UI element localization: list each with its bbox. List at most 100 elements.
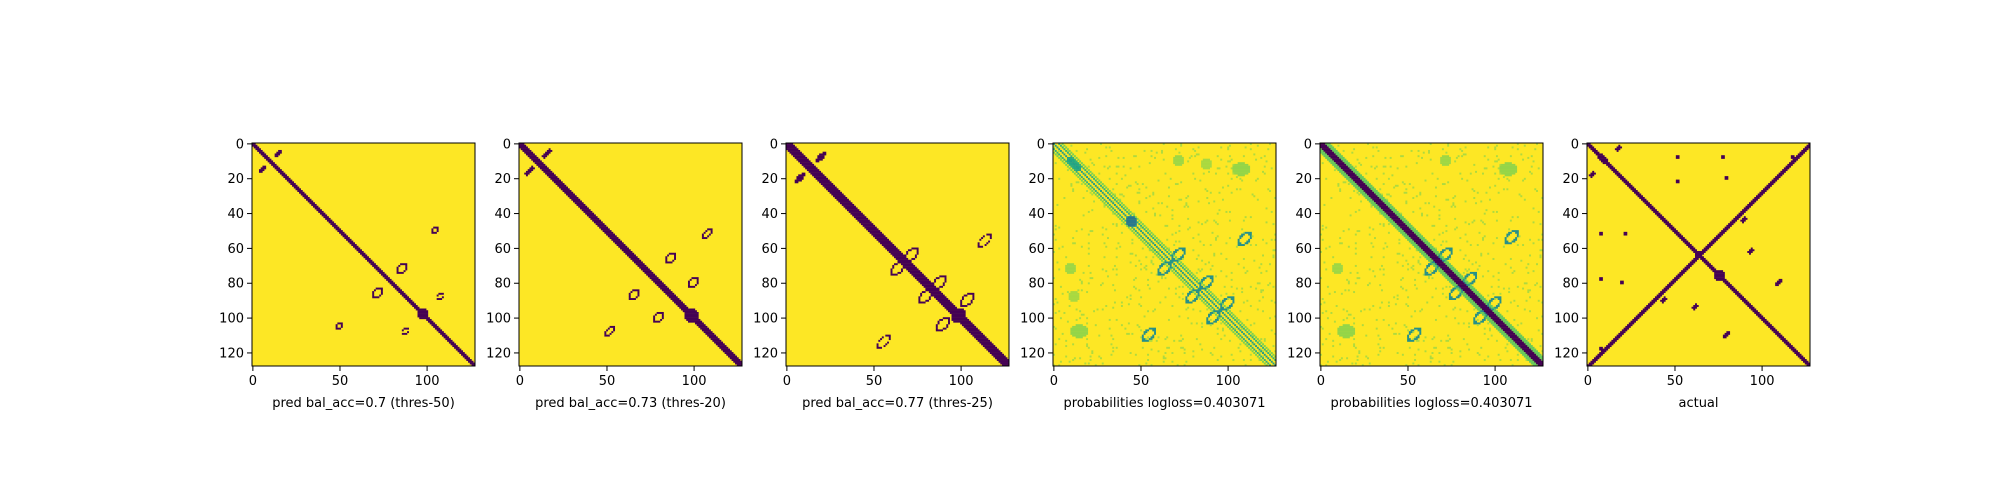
heatmap-cell xyxy=(1138,200,1141,203)
heatmap-cell xyxy=(1270,352,1273,354)
heatmap-cell xyxy=(1075,163,1080,166)
heatmap-cell xyxy=(1520,346,1530,349)
heatmap-cell xyxy=(1368,186,1375,189)
heatmap-cell xyxy=(696,324,706,327)
heatmap-cell xyxy=(1434,263,1437,266)
heatmap-cell xyxy=(1103,256,1106,259)
heatmap-cell xyxy=(1215,275,1217,278)
heatmap-cell xyxy=(1325,226,1328,229)
heatmap-cell xyxy=(1237,318,1240,321)
heatmap-cell xyxy=(1502,287,1505,290)
heatmap-cell xyxy=(545,172,555,175)
heatmap-cell xyxy=(1164,256,1167,259)
heatmap-cell xyxy=(1225,310,1228,313)
heatmap-cell xyxy=(1476,318,1479,321)
heatmap-cell xyxy=(1161,251,1163,253)
heatmap-cell xyxy=(1473,305,1479,307)
heatmap-cell xyxy=(1639,197,1645,199)
heatmap-cell xyxy=(346,238,352,241)
heatmap-cell xyxy=(1497,271,1500,274)
heatmap-cell xyxy=(1488,186,1491,189)
heatmap-cell xyxy=(1148,238,1151,241)
heatmap-cell xyxy=(817,155,825,158)
heatmap-cell xyxy=(1525,352,1535,354)
heatmap-cell xyxy=(1506,188,1509,191)
heatmap-cell xyxy=(1068,153,1071,156)
heatmap-cell xyxy=(1232,313,1235,316)
heatmap-cell xyxy=(1461,287,1471,290)
y-tick-label: 20 xyxy=(494,172,511,187)
heatmap-cell xyxy=(281,174,288,177)
heatmap-cell xyxy=(1511,364,1514,367)
heatmap-cell xyxy=(1105,200,1108,203)
heatmap-cell xyxy=(1401,264,1404,267)
heatmap-cell xyxy=(1466,179,1469,182)
heatmap-cell xyxy=(1506,235,1509,238)
heatmap-cell xyxy=(1159,240,1162,243)
heatmap-cell xyxy=(1408,183,1411,186)
heatmap-cell xyxy=(1480,200,1483,203)
heatmap-cell xyxy=(1181,254,1184,257)
heatmap-cell xyxy=(1066,148,1069,151)
heatmap-cell xyxy=(684,313,699,316)
heatmap-cell xyxy=(1058,156,1061,159)
heatmap-cell xyxy=(1086,291,1089,294)
heatmap-cell xyxy=(1070,155,1073,158)
heatmap-cell xyxy=(701,329,711,332)
heatmap-cell xyxy=(1221,329,1224,332)
x-axis-label: probabilities logloss=0.403071 xyxy=(1330,396,1532,411)
heatmap-cell xyxy=(942,317,950,320)
heatmap-cell xyxy=(1623,231,1628,234)
heatmap-cell xyxy=(1183,264,1186,267)
heatmap-cell xyxy=(1260,338,1263,341)
heatmap-cell xyxy=(1353,190,1356,192)
heatmap-cell xyxy=(1323,203,1326,206)
heatmap-cell xyxy=(1502,320,1509,323)
heatmap-cell xyxy=(1431,338,1434,341)
heatmap-cell xyxy=(1120,202,1123,205)
heatmap-cell xyxy=(1339,359,1342,361)
heatmap-cell xyxy=(1143,315,1146,318)
heatmap-cell xyxy=(1209,294,1212,297)
heatmap-cell xyxy=(1384,242,1387,245)
heatmap-cell xyxy=(1166,336,1169,339)
heatmap-cell xyxy=(1527,345,1533,348)
heatmap-cell xyxy=(1209,311,1214,314)
heatmap-cell xyxy=(786,148,799,151)
heatmap-cell xyxy=(1152,310,1155,313)
heatmap-cell xyxy=(1606,345,1612,348)
heatmap-cell xyxy=(1482,238,1484,241)
heatmap-cell xyxy=(1143,228,1146,231)
heatmap-cell xyxy=(405,298,411,300)
heatmap-cell xyxy=(1230,191,1233,194)
heatmap-cell xyxy=(1422,273,1425,276)
heatmap-cell xyxy=(1073,172,1076,175)
heatmap-cell xyxy=(1242,266,1245,269)
heatmap-cell xyxy=(1065,266,1076,269)
heatmap-cell xyxy=(710,231,713,234)
heatmap-cell xyxy=(1801,149,1807,152)
heatmap-cell xyxy=(1428,254,1437,257)
heatmap-cell xyxy=(1166,238,1169,241)
heatmap-cell xyxy=(686,318,701,321)
heatmap-cell xyxy=(703,231,706,234)
heatmap-cell xyxy=(461,353,467,356)
heatmap-cell xyxy=(1171,252,1174,255)
heatmap-cell xyxy=(1129,214,1132,217)
heatmap-cell xyxy=(1607,165,1614,168)
heatmap-cell xyxy=(532,160,542,163)
heatmap-cell xyxy=(1731,289,1738,292)
heatmap-cell xyxy=(1488,327,1491,330)
heatmap-cell xyxy=(1213,310,1221,313)
heatmap-cell xyxy=(1227,325,1230,328)
heatmap-cell xyxy=(1476,324,1479,327)
heatmap-cell xyxy=(805,167,818,170)
heatmap-cell xyxy=(1428,259,1434,262)
heatmap-cell xyxy=(1178,259,1181,262)
heatmap-cell xyxy=(1234,327,1237,330)
heatmap-cell xyxy=(1747,203,1753,206)
heatmap-cell xyxy=(1169,254,1172,257)
heatmap-cell xyxy=(276,151,282,154)
heatmap-cell xyxy=(1529,346,1535,349)
heatmap-cell xyxy=(1502,188,1505,191)
